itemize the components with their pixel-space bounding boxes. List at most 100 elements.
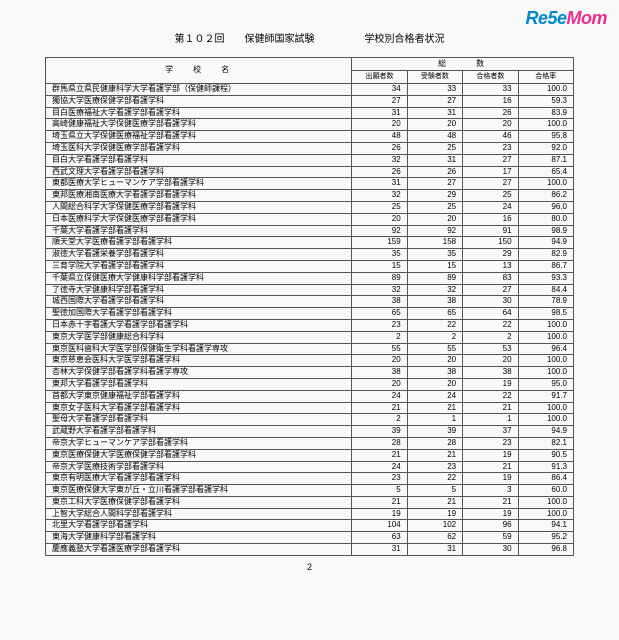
passers: 33 [463,84,518,96]
pass-rate: 86.2 [518,190,573,202]
applicants: 23 [352,319,407,331]
school-name: 東京女子医科大学看護学部看護学科 [46,402,352,414]
examinees: 38 [407,296,462,308]
school-name: 西武文理大学看護学部看護学科 [46,166,352,178]
table-row: 東海大学健康科学部看護学科63625995.2 [46,532,574,544]
pass-rate: 94.1 [518,520,573,532]
examinees: 33 [407,84,462,96]
applicants: 20 [352,378,407,390]
table-row: 順天堂大学医療看護学部看護学科15915815094.9 [46,237,574,249]
table-row: 杏林大学保健学部看護学科看護学専攻383838100.0 [46,367,574,379]
passers: 20 [463,119,518,131]
applicants: 32 [352,284,407,296]
passers: 91 [463,225,518,237]
pass-rate: 100.0 [518,367,573,379]
pass-rate: 100.0 [518,355,573,367]
passers: 96 [463,520,518,532]
applicants: 31 [352,544,407,556]
passers: 29 [463,249,518,261]
school-name: 東邦医療湘南医療大学看護学部看護学科 [46,190,352,202]
pass-rate: 96.8 [518,544,573,556]
pass-rate: 82.1 [518,437,573,449]
table-row: 帝京大学ヒューマンケア学部看護学科28282382.1 [46,437,574,449]
applicants: 15 [352,260,407,272]
passers: 30 [463,544,518,556]
applicants: 159 [352,237,407,249]
examinees: 22 [407,319,462,331]
passers: 26 [463,107,518,119]
examinees: 25 [407,201,462,213]
passers: 21 [463,461,518,473]
examinees: 19 [407,508,462,520]
pass-rate: 98.5 [518,308,573,320]
pass-rate: 95.2 [518,532,573,544]
pass-rate: 84.4 [518,284,573,296]
school-name: 順天堂大学医療看護学部看護学科 [46,237,352,249]
applicants: 21 [352,496,407,508]
pass-rate: 86.4 [518,473,573,485]
passers: 64 [463,308,518,320]
passers: 19 [463,473,518,485]
applicants: 2 [352,414,407,426]
passers: 37 [463,426,518,438]
examinees: 55 [407,343,462,355]
pass-rate: 100.0 [518,84,573,96]
examinees: 22 [407,473,462,485]
examinees: 28 [407,437,462,449]
pass-rate: 86.7 [518,260,573,272]
passers: 19 [463,508,518,520]
pass-rate: 100.0 [518,119,573,131]
table-row: 東京大学医学部健康総合科学科222100.0 [46,331,574,343]
applicants: 104 [352,520,407,532]
pass-rate: 93.3 [518,272,573,284]
pass-rate: 83.9 [518,107,573,119]
passers: 83 [463,272,518,284]
school-name: 淑徳大学看護栄養学部看護学科 [46,249,352,261]
table-row: 東京医科歯科大学医学部保健衛生学科看護学専攻55555396.4 [46,343,574,355]
applicants: 26 [352,166,407,178]
examinees: 20 [407,378,462,390]
examinees: 48 [407,131,462,143]
pass-rate: 100.0 [518,508,573,520]
table-row: 城西国際大学看護学部看護学科38383078.9 [46,296,574,308]
table-row: 東京医療保健大学東が丘・立川看護学部看護学科55360.0 [46,485,574,497]
applicants: 24 [352,461,407,473]
applicants: 19 [352,508,407,520]
school-name: 杏林大学保健学部看護学科看護学専攻 [46,367,352,379]
applicants: 23 [352,473,407,485]
header-rate: 合格率 [518,71,573,84]
passers: 16 [463,213,518,225]
passers: 27 [463,178,518,190]
examinees: 25 [407,142,462,154]
table-row: 東邦医療湘南医療大学看護学部看護学科32292586.2 [46,190,574,202]
examinees: 31 [407,544,462,556]
applicants: 32 [352,190,407,202]
passers: 59 [463,532,518,544]
passers: 21 [463,496,518,508]
applicants: 25 [352,201,407,213]
applicants: 20 [352,119,407,131]
passers: 38 [463,367,518,379]
passers: 27 [463,154,518,166]
examinees: 24 [407,390,462,402]
header-school: 学校名 [46,58,352,84]
passers: 23 [463,142,518,154]
school-name: 東海大学健康科学部看護学科 [46,532,352,544]
school-name: 東京大学医学部健康総合科学科 [46,331,352,343]
passers: 13 [463,260,518,272]
passers: 17 [463,166,518,178]
school-name: 慶應義塾大学看護医療学部看護学科 [46,544,352,556]
examinees: 21 [407,449,462,461]
school-name: 東京慈恵会医科大学医学部看護学科 [46,355,352,367]
school-name: 東京医療保健大学東が丘・立川看護学部看護学科 [46,485,352,497]
applicants: 65 [352,308,407,320]
school-name: 群馬県立県民健康科学大学看護学部（保健師課程） [46,84,352,96]
school-name: 武蔵野大学看護学部看護学科 [46,426,352,438]
pass-rate: 90.5 [518,449,573,461]
table-row: 聖徳加国際大学看護学部看護学科65656498.5 [46,308,574,320]
passers: 25 [463,190,518,202]
passers: 30 [463,296,518,308]
school-name: 東京医科歯科大学医学部保健衛生学科看護学専攻 [46,343,352,355]
pass-rate: 59.3 [518,95,573,107]
pass-rate: 96.0 [518,201,573,213]
